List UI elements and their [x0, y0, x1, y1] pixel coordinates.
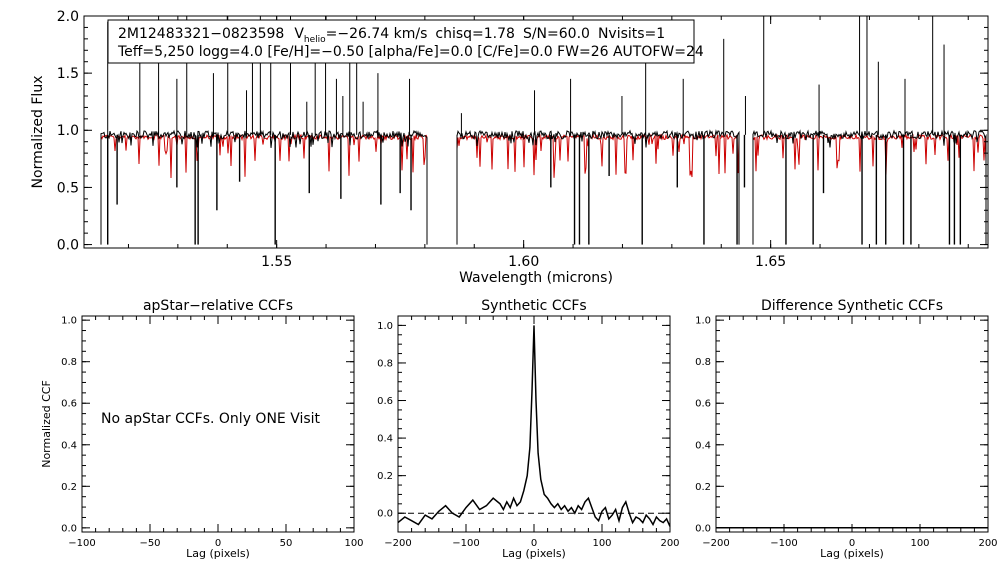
- synthetic-ccf-panel: −200 −100 0 100 200 0.0 0.2 0.4 0.6 0.8 1.0 Synthe…: [377, 298, 679, 560]
- difference-x-tick-label: −200: [702, 538, 729, 549]
- apstar-x-tick-label: −50: [139, 538, 160, 549]
- velocity-subscript: helio: [304, 35, 326, 45]
- synthetic-title: Synthetic CCFs: [481, 298, 586, 314]
- star-id: 2M12483321−0823598: [118, 26, 284, 42]
- difference-x-tick-label: 200: [978, 538, 997, 549]
- apstar-x-label: Lag (pixels): [186, 547, 250, 560]
- model-spectrum-line: [456, 133, 740, 178]
- velocity-symbol: V: [294, 26, 304, 42]
- model-spectrum-line: [752, 133, 987, 175]
- synthetic-x-tick-label: −200: [384, 538, 411, 549]
- velocity-value: =−26.74 km/s: [326, 26, 428, 42]
- synthetic-x-tick-label: −100: [452, 538, 479, 549]
- difference-y-tick-label: 1.0: [695, 316, 711, 327]
- synthetic-y-tick-label: 0.4: [377, 434, 393, 445]
- apstar-y-tick-label: 0.4: [61, 440, 77, 451]
- difference-ccf-panel: −200 −100 0 100 200 0.0 0.2 0.4 0.6 0.8 1.0 Differ…: [695, 298, 997, 560]
- apstar-y-tick-label: 0.2: [61, 482, 77, 493]
- difference-plot-frame: [715, 315, 989, 533]
- synthetic-y-tick-label: 0.2: [377, 471, 393, 482]
- difference-title: Difference Synthetic CCFs: [761, 298, 943, 314]
- observed-spectrum-line: [752, 129, 987, 245]
- model-spectrum-line: [100, 133, 428, 179]
- spectrum-y-tick-label: 2.0: [57, 9, 79, 25]
- apstar-y-tick-label: 0.6: [61, 399, 77, 410]
- spectrum-y-tick-label: 0.5: [57, 180, 79, 196]
- spectrum-x-axis: 1.55 1.60 1.65 0.0 0.5 1.0 1.5 2.0: [57, 9, 988, 270]
- observed-spectrum-line: [100, 129, 428, 245]
- spectrum-y-tick-label: 1.5: [57, 66, 79, 82]
- apstar-axes: −100 −50 0 50 100 0.0 0.2 0.4 0.6 0.8 1.0: [61, 316, 363, 549]
- model-spectrum-series: [100, 133, 987, 179]
- apstar-x-tick-label: 0: [215, 538, 221, 549]
- annotation-box: [107, 19, 695, 64]
- difference-y-tick-label: 0.0: [695, 523, 711, 534]
- spectrum-x-label: Wavelength (microns): [459, 270, 613, 286]
- synthetic-ccf-line: [397, 325, 671, 527]
- synthetic-x-tick-label: 100: [592, 538, 611, 549]
- synthetic-x-tick-label: 200: [660, 538, 679, 549]
- apstar-y-label: Normalized CCF: [40, 380, 53, 468]
- difference-x-tick-label: 100: [910, 538, 929, 549]
- apstar-title: apStar−relative CCFs: [143, 298, 293, 314]
- annotation-line-2: Teff=5,250 logg=4.0 [Fe/H]=−0.50 [alpha/…: [117, 44, 704, 60]
- apstar-y-tick-label: 0.8: [61, 357, 77, 368]
- difference-y-tick-label: 0.6: [695, 399, 711, 410]
- apstar-ccf-panel: −100 −50 0 50 100 0.0 0.2 0.4 0.6 0.8 1.0 apStar−r…: [40, 298, 364, 560]
- synthetic-y-tick-label: 0.8: [377, 358, 393, 369]
- synthetic-x-label: Lag (pixels): [502, 547, 566, 560]
- spectrum-x-tick-label: 1.55: [261, 254, 292, 270]
- spectrum-y-tick-label: 0.0: [57, 237, 79, 253]
- chisq-value: chisq=1.78: [435, 26, 515, 42]
- difference-x-label: Lag (pixels): [820, 547, 884, 560]
- apstar-y-tick-label: 0.0: [61, 523, 77, 534]
- synthetic-x-tick-label: 0: [531, 538, 537, 549]
- difference-axes: −200 −100 0 100 200 0.0 0.2 0.4 0.6 0.8 1.0: [695, 316, 997, 549]
- spectrum-panel: 1.55 1.60 1.65 0.0 0.5 1.0 1.5 2.0 2M12483321−0…: [30, 9, 989, 286]
- spectrum-x-tick-label: 1.60: [508, 254, 539, 270]
- annotation-line-1: 2M12483321−0823598 Vhelio=−26.74 km/s chis…: [118, 26, 665, 45]
- synthetic-y-tick-label: 0.6: [377, 396, 393, 407]
- apstar-y-tick-label: 1.0: [61, 316, 77, 327]
- observed-spectrum-line: [456, 129, 740, 245]
- difference-y-tick-label: 0.4: [695, 440, 711, 451]
- synthetic-axes: −200 −100 0 100 200 0.0 0.2 0.4 0.6 0.8 1.0: [377, 316, 680, 549]
- snr-value: S/N=60.0: [523, 26, 590, 42]
- difference-x-tick-label: 0: [849, 538, 855, 549]
- synthetic-y-tick-label: 1.0: [377, 321, 393, 332]
- spectrum-plot-frame: [83, 15, 989, 249]
- synthetic-y-tick-label: 0.0: [377, 509, 393, 520]
- spectrum-y-tick-label: 1.0: [57, 123, 79, 139]
- apstar-message: No apStar CCFs. Only ONE Visit: [101, 411, 321, 427]
- apstar-x-tick-label: −100: [68, 538, 95, 549]
- spectrum-x-tick-label: 1.65: [755, 254, 786, 270]
- difference-y-tick-label: 0.8: [695, 357, 711, 368]
- difference-y-tick-label: 0.2: [695, 482, 711, 493]
- difference-x-tick-label: −100: [770, 538, 797, 549]
- apstar-x-tick-label: 100: [344, 538, 363, 549]
- apstar-x-tick-label: 50: [280, 538, 293, 549]
- nvisits-value: Nvisits=1: [598, 26, 665, 42]
- spectrum-y-label: Normalized Flux: [30, 76, 46, 189]
